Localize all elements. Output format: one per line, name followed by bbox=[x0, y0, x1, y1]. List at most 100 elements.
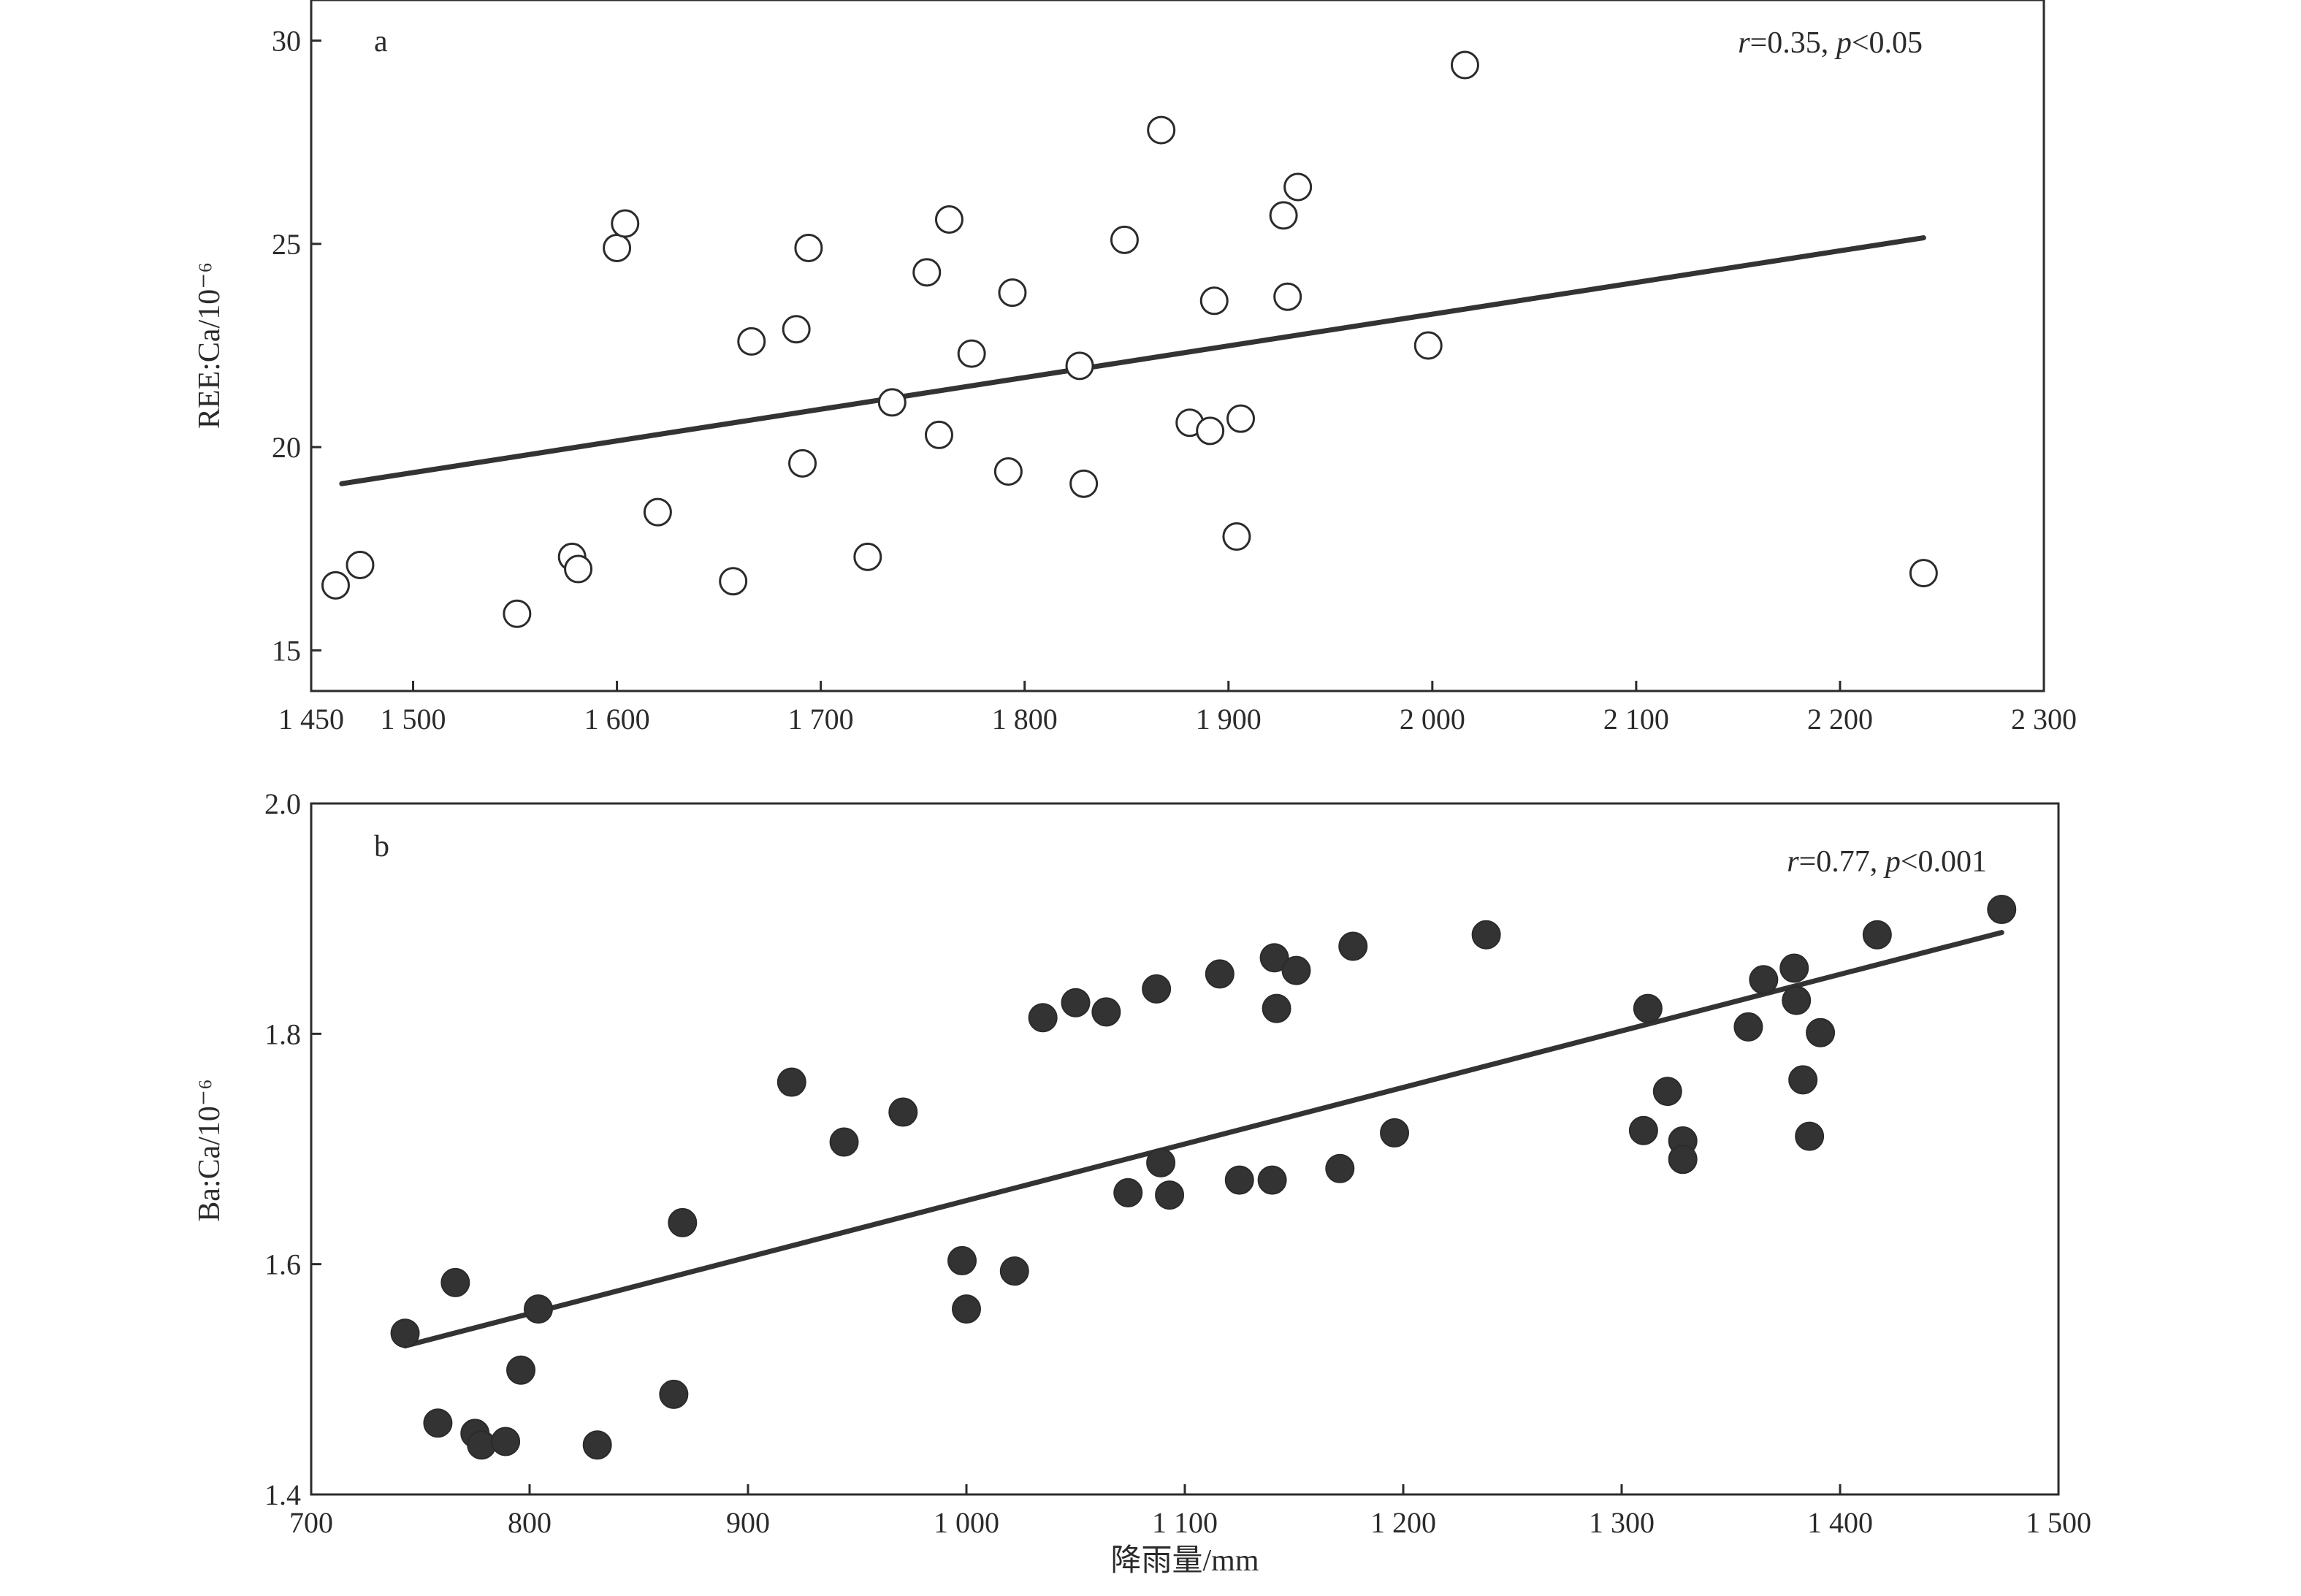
data-point bbox=[582, 1430, 612, 1460]
data-point bbox=[1450, 50, 1479, 80]
y-axis-label: REE:Ca/10⁻⁶ bbox=[193, 262, 226, 429]
data-point bbox=[321, 570, 350, 600]
data-point bbox=[440, 1267, 470, 1297]
stat-symbol: r bbox=[1738, 26, 1750, 60]
data-point bbox=[957, 339, 986, 368]
data-point bbox=[1155, 1180, 1185, 1210]
data-point bbox=[776, 1067, 806, 1097]
x-tick-label: 2 200 bbox=[1807, 703, 1873, 736]
data-point bbox=[912, 258, 942, 287]
data-point bbox=[1196, 416, 1225, 446]
x-tick-label: 1 600 bbox=[584, 703, 650, 736]
data-point bbox=[1633, 993, 1663, 1023]
y-tick-label: 1.4 bbox=[264, 1478, 301, 1511]
data-point bbox=[1259, 943, 1289, 973]
x-tick-label: 1 000 bbox=[934, 1506, 999, 1539]
data-point bbox=[1061, 988, 1091, 1017]
x-tick-label: 1 700 bbox=[788, 703, 854, 736]
data-point bbox=[993, 457, 1023, 486]
data-point bbox=[1222, 522, 1251, 551]
data-point bbox=[1749, 965, 1779, 995]
data-point bbox=[1110, 225, 1139, 254]
panel-letter: a bbox=[374, 25, 388, 58]
data-point bbox=[1628, 1115, 1658, 1145]
y-tick-label: 15 bbox=[272, 634, 301, 667]
y-tick-label: 25 bbox=[272, 228, 301, 261]
x-tick-label: 900 bbox=[726, 1506, 770, 1539]
data-point bbox=[1273, 282, 1302, 311]
correlation-annotation: r=0.77, p<0.001 bbox=[1787, 845, 1987, 879]
x-tick-label: 1 500 bbox=[381, 703, 446, 736]
data-point bbox=[1146, 1148, 1176, 1177]
stat-symbol: p bbox=[1834, 26, 1852, 60]
panel-a-scatter-chart: 1 450 1 500 1 600 1 700 1 800 1 900 2 000 2 100… bbox=[193, 0, 2077, 736]
y-axis-label: Ba:Ca/10⁻⁶ bbox=[193, 1079, 226, 1221]
stat-symbol: r bbox=[1787, 845, 1799, 879]
x-tick-label: 1 300 bbox=[1589, 1506, 1655, 1539]
x-tick-label: 1 500 bbox=[2026, 1506, 2091, 1539]
data-point bbox=[1028, 1003, 1058, 1033]
data-point bbox=[523, 1294, 553, 1324]
data-point bbox=[390, 1318, 420, 1348]
data-point bbox=[794, 233, 823, 262]
data-point bbox=[506, 1355, 536, 1385]
x-tick-label: 1 400 bbox=[1807, 1506, 1873, 1539]
data-point bbox=[1069, 469, 1099, 498]
y-tick-label: 1.8 bbox=[264, 1017, 301, 1050]
data-point bbox=[1281, 955, 1311, 985]
data-point bbox=[467, 1430, 497, 1460]
data-point bbox=[668, 1207, 698, 1237]
data-point bbox=[853, 542, 882, 571]
stat-value: <0.05 bbox=[1852, 26, 1923, 60]
x-tick-label: 700 bbox=[289, 1506, 333, 1539]
data-point bbox=[1262, 993, 1291, 1023]
data-point bbox=[611, 209, 640, 238]
data-point bbox=[1205, 959, 1235, 989]
data-point bbox=[564, 554, 593, 584]
x-tick-label: 1 450 bbox=[278, 703, 344, 736]
data-point bbox=[1733, 1012, 1763, 1042]
data-point bbox=[1283, 172, 1313, 202]
data-point bbox=[643, 497, 672, 527]
data-point bbox=[719, 567, 748, 596]
data-point bbox=[1862, 920, 1892, 950]
x-tick-label: 1 800 bbox=[992, 703, 1058, 736]
plot-frame bbox=[310, 802, 2060, 1496]
data-point bbox=[1338, 931, 1368, 961]
data-point bbox=[1795, 1121, 1825, 1151]
panel-letter: b bbox=[374, 830, 389, 863]
data-point bbox=[999, 1256, 1029, 1286]
data-point bbox=[1091, 997, 1121, 1027]
x-tick-label: 2 000 bbox=[1400, 703, 1465, 736]
x-axis-label: 降雨量/mm bbox=[1110, 1544, 1259, 1578]
data-point bbox=[423, 1408, 453, 1438]
data-point bbox=[659, 1379, 689, 1409]
data-point bbox=[491, 1427, 521, 1456]
data-point bbox=[1413, 331, 1443, 360]
x-tick-label: 2 300 bbox=[2011, 703, 2077, 736]
data-point bbox=[737, 327, 766, 356]
data-point bbox=[503, 599, 532, 628]
data-point bbox=[1782, 985, 1812, 1015]
data-point bbox=[1987, 895, 2017, 925]
data-point bbox=[1806, 1017, 1836, 1047]
data-point bbox=[888, 1097, 918, 1127]
data-point bbox=[1652, 1077, 1682, 1107]
y-tick-label: 2.0 bbox=[264, 787, 301, 820]
x-tick-label: 1 100 bbox=[1152, 1506, 1218, 1539]
data-point bbox=[1199, 286, 1229, 316]
y-tick-label: 1.6 bbox=[264, 1248, 301, 1281]
trend-line bbox=[402, 930, 2004, 1349]
x-tick-label: 2 100 bbox=[1603, 703, 1669, 736]
plot-frame bbox=[310, 0, 2045, 692]
y-tick-label: 20 bbox=[272, 431, 301, 464]
data-point bbox=[1668, 1145, 1698, 1175]
data-point bbox=[1909, 559, 1938, 588]
stat-value: <0.001 bbox=[1901, 845, 1987, 879]
data-point bbox=[877, 388, 907, 417]
stat-symbol: p bbox=[1883, 845, 1901, 879]
data-point bbox=[346, 550, 375, 579]
data-point bbox=[1257, 1165, 1287, 1195]
stat-value: =0.77, bbox=[1799, 845, 1885, 879]
